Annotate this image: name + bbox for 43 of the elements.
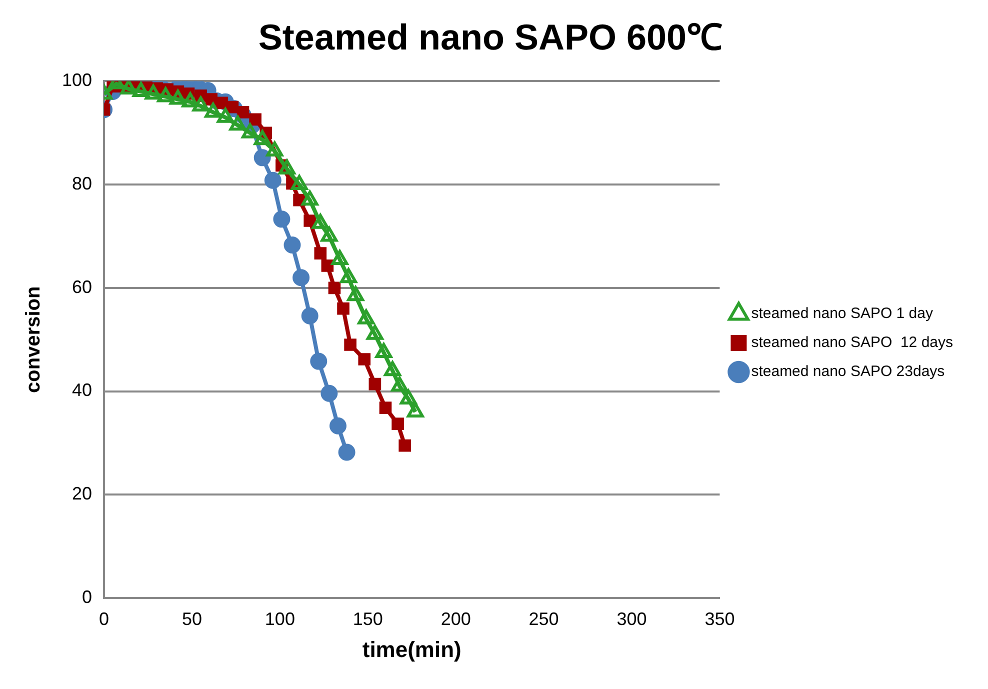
point [301, 307, 318, 324]
y-tick-label: 80 [72, 174, 92, 194]
point [273, 210, 290, 228]
x-tick-label: 0 [99, 608, 110, 629]
point [398, 439, 411, 452]
x-tick-label: 50 [182, 608, 202, 629]
point [379, 402, 392, 414]
point [329, 417, 346, 434]
y-tick-label: 60 [72, 276, 92, 297]
point [254, 149, 271, 166]
point [328, 282, 341, 294]
point [321, 260, 334, 272]
point [264, 172, 282, 189]
point [314, 247, 327, 260]
x-tick-label: 250 [528, 608, 559, 629]
point [292, 269, 310, 286]
x-tick-label: 300 [616, 608, 647, 629]
legend-label: steamed nano SAPO 23days [751, 363, 945, 380]
x-tick-label: 350 [704, 608, 735, 629]
point [249, 113, 262, 126]
x-tick-label: 100 [264, 608, 295, 629]
y-tick-label: 100 [62, 70, 92, 90]
point [358, 353, 371, 366]
y-tick-label: 0 [82, 586, 92, 607]
y-axis-title: conversion [22, 286, 45, 393]
x-tick-label: 150 [352, 608, 383, 629]
point [392, 418, 404, 430]
point [284, 236, 301, 254]
y-tick-label: 20 [72, 484, 92, 504]
point [120, 81, 138, 94]
legend-label: steamed nano SAPO 1 day [751, 305, 934, 322]
legend-label: steamed nano SAPO 12 days [751, 334, 954, 352]
point [337, 302, 350, 315]
point [304, 214, 316, 227]
point [320, 384, 338, 402]
y-tick-label: 40 [72, 380, 92, 400]
point [338, 444, 356, 461]
x-axis-title: time(min) [362, 636, 462, 662]
point [344, 338, 356, 351]
point [310, 352, 328, 370]
point [368, 378, 382, 390]
chart-title: Steamed nano SAPO 600℃ [258, 16, 723, 58]
x-tick-label: 200 [440, 608, 471, 629]
